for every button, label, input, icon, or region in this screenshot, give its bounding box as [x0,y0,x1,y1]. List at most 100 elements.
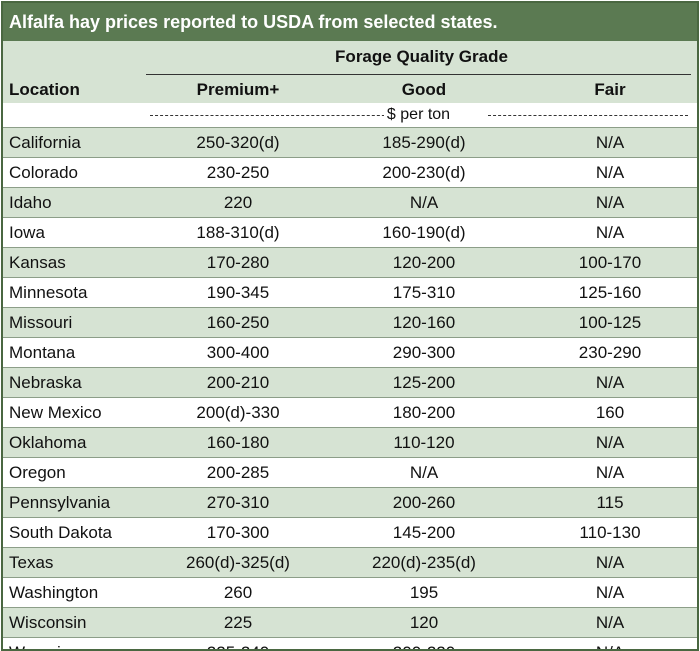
cell-price: N/A [595,193,625,212]
cell-price: N/A [595,463,625,482]
cell-price: N/A [409,193,439,212]
table-row: Oklahoma 160-180 110-120 N/A [3,427,697,457]
cell-location: Texas [9,553,54,572]
cell-location: Washington [9,583,99,602]
cell-location: Montana [9,343,76,362]
cell-price: 250-320(d) [196,133,280,152]
cell-price: 270-310 [206,493,270,512]
cell-price: 260 [223,583,253,602]
table-title: Alfalfa hay prices reported to USDA from… [3,3,697,41]
cell-price: N/A [595,433,625,452]
cell-price: 110-120 [393,433,455,452]
cell-price: 195 [409,583,439,602]
cell-price: 290-300 [392,343,456,362]
units-row: $ per ton [3,103,697,127]
cell-location: Pennsylvania [9,493,111,512]
table-row: Idaho 220 N/A N/A [3,187,697,217]
table-row: New Mexico 200(d)-330 180-200 160 [3,397,697,427]
table-row: Texas 260(d)-325(d) 220(d)-235(d) N/A [3,547,697,577]
cell-price: 180-200 [392,403,456,422]
cell-location: Kansas [9,253,66,272]
cell-price: 110-130 [579,523,641,542]
cell-price: 115 [596,493,624,512]
cell-price: 160 [595,403,625,422]
cell-price: 200-260 [392,493,456,512]
cell-price: 160-180 [206,433,270,452]
cell-price: 160-190(d) [382,223,466,242]
units-dash-left [150,115,400,116]
cell-price: 190-345 [206,283,270,302]
cell-price: N/A [595,223,625,242]
cell-location: Colorado [9,163,78,182]
cell-price: 175-310 [392,283,456,302]
cell-price: 170-280 [206,253,270,272]
cell-price: N/A [595,583,625,602]
cell-price: N/A [595,373,625,392]
cell-price: 230-250 [206,163,270,182]
table-row: Kansas 170-280 120-200 100-170 [3,247,697,277]
cell-price: 170-300 [206,523,270,542]
table-row: California 250-320(d) 185-290(d) N/A [3,127,697,157]
cell-price: 145-200 [392,523,456,542]
cell-location: Idaho [9,193,52,212]
table-row: South Dakota 170-300 145-200 110-130 [3,517,697,547]
cell-price: N/A [595,163,625,182]
table-row: Nebraska 200-210 125-200 N/A [3,367,697,397]
cell-price: 230-290 [578,343,642,362]
table-body: California 250-320(d) 185-290(d) N/A Colorad… [3,127,697,649]
cell-location: New Mexico [9,403,102,422]
cell-price: N/A [409,463,439,482]
cell-price: 188-310(d) [196,223,280,242]
cell-price: 220(d)-235(d) [372,553,476,572]
table-row: Iowa 188-310(d) 160-190(d) N/A [3,217,697,247]
table-row: Wisconsin 225 120 N/A [3,607,697,637]
group-header: Forage Quality Grade [335,47,508,66]
column-header-good: Good [401,80,447,99]
cell-price: 225 [223,613,253,632]
table-row: Washington 260 195 N/A [3,577,697,607]
cell-location: Oregon [9,463,66,482]
cell-price: N/A [595,553,625,572]
cell-location: Missouri [9,313,73,332]
cell-price: N/A [595,613,625,632]
column-header-fair: Fair [594,80,626,99]
cell-price: N/A [595,133,625,152]
column-header-premium: Premium+ [196,80,280,99]
group-header-rule [146,74,691,75]
cell-price: 200(d)-330 [196,403,280,422]
cell-price: 300-400 [206,343,270,362]
cell-price: 200-230(d) [382,163,466,182]
table-row: Minnesota 190-345 175-310 125-160 [3,277,697,307]
table-row: Pennsylvania 270-310 200-260 115 [3,487,697,517]
cell-price: 120-160 [392,313,456,332]
table-row: Oregon 200-285 N/A N/A [3,457,697,487]
cell-price: 225-240 [145,643,331,649]
cell-location: Wyoming [9,643,80,649]
cell-price: 200-220 [331,643,517,649]
table-row: Missouri 160-250 120-160 100-125 [3,307,697,337]
cell-price: 125-200 [392,373,456,392]
cell-price: 100-125 [578,313,642,332]
cell-location: Minnesota [9,283,88,302]
table-row: Colorado 230-250 200-230(d) N/A [3,157,697,187]
cell-price: 160-250 [206,313,270,332]
cell-price: 125-160 [578,283,642,302]
cell-location: Iowa [9,223,45,242]
cell-price: N/A [517,643,697,649]
cell-price: 200-210 [206,373,270,392]
cell-location: Wisconsin [9,613,87,632]
cell-price: 220 [223,193,253,212]
cell-price: 120 [409,613,439,632]
cell-price: 260(d)-325(d) [186,553,290,572]
table-header: Forage Quality Grade Location Premium+ G… [3,41,697,103]
cell-location: Oklahoma [9,433,87,452]
cell-location: South Dakota [9,523,113,542]
units-dash-right [488,115,688,116]
units-label-wrap: $ per ton [146,103,691,127]
column-header-location: Location [9,80,80,99]
cell-price: 120-200 [392,253,456,272]
cell-location: Nebraska [9,373,82,392]
table-row: Montana 300-400 290-300 230-290 [3,337,697,367]
